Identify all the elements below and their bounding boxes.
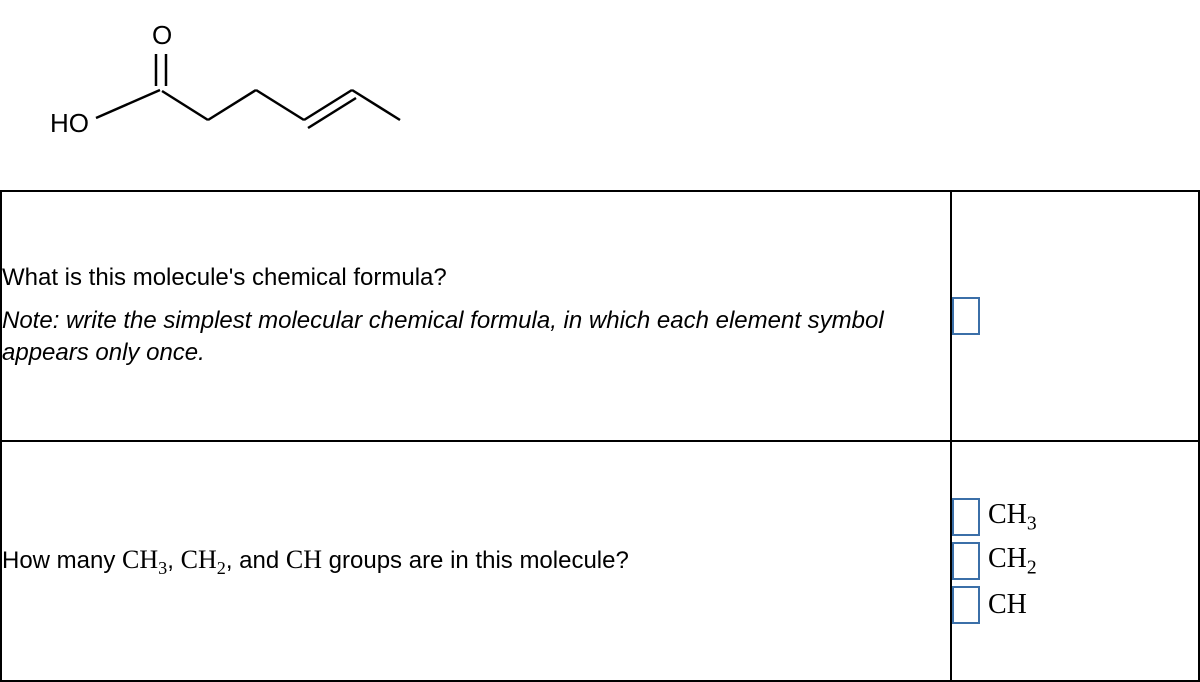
question-1-cell: What is this molecule's chemical formula… bbox=[1, 191, 951, 441]
note-text: write the simplest molecular chemical fo… bbox=[2, 307, 884, 366]
oxygen-label: O bbox=[152, 20, 172, 50]
answer-row-ch2: CH2 bbox=[952, 542, 1198, 580]
answer-2-cell: CH3 CH2 CH bbox=[951, 441, 1199, 681]
q2-sep2: , and bbox=[226, 547, 286, 574]
question-2-text: How many CH3, CH2, and CH groups are in … bbox=[2, 547, 629, 574]
bond-ho-c bbox=[96, 90, 160, 118]
answer-1-cell bbox=[951, 191, 1199, 441]
answer-row-ch: CH bbox=[952, 586, 1198, 624]
ch2-input[interactable] bbox=[952, 542, 980, 580]
bond-c5-c6 bbox=[352, 90, 400, 120]
q2-prefix: How many bbox=[2, 547, 122, 574]
hydroxyl-label: HO bbox=[50, 108, 89, 138]
q2-group1: CH3 bbox=[122, 545, 167, 574]
bond-c1-c2 bbox=[162, 91, 208, 120]
question-table: What is this molecule's chemical formula… bbox=[0, 190, 1200, 682]
molecule-diagram: O HO bbox=[0, 0, 1200, 190]
ch2-label: CH2 bbox=[988, 543, 1037, 580]
q2-sep1: , bbox=[167, 547, 180, 574]
question-row-2: How many CH3, CH2, and CH groups are in … bbox=[1, 441, 1199, 681]
formula-input[interactable] bbox=[952, 297, 980, 335]
ch3-input[interactable] bbox=[952, 498, 980, 536]
question-row-1: What is this molecule's chemical formula… bbox=[1, 191, 1199, 441]
question-1-note: Note: write the simplest molecular chemi… bbox=[2, 305, 950, 370]
q2-group2: CH2 bbox=[181, 545, 226, 574]
molecule-svg: O HO bbox=[40, 20, 440, 180]
question-2-cell: How many CH3, CH2, and CH groups are in … bbox=[1, 441, 951, 681]
question-1-text: What is this molecule's chemical formula… bbox=[2, 262, 950, 294]
bond-c2-c3 bbox=[208, 90, 256, 120]
answer-row-ch3: CH3 bbox=[952, 498, 1198, 536]
ch-input[interactable] bbox=[952, 586, 980, 624]
ch3-label: CH3 bbox=[988, 499, 1037, 536]
ch-label: CH bbox=[988, 589, 1027, 621]
q2-group3: CH bbox=[286, 545, 322, 574]
bond-c3-c4 bbox=[256, 90, 304, 120]
q2-suffix: groups are in this molecule? bbox=[322, 547, 629, 574]
note-label: Note: bbox=[2, 307, 59, 334]
